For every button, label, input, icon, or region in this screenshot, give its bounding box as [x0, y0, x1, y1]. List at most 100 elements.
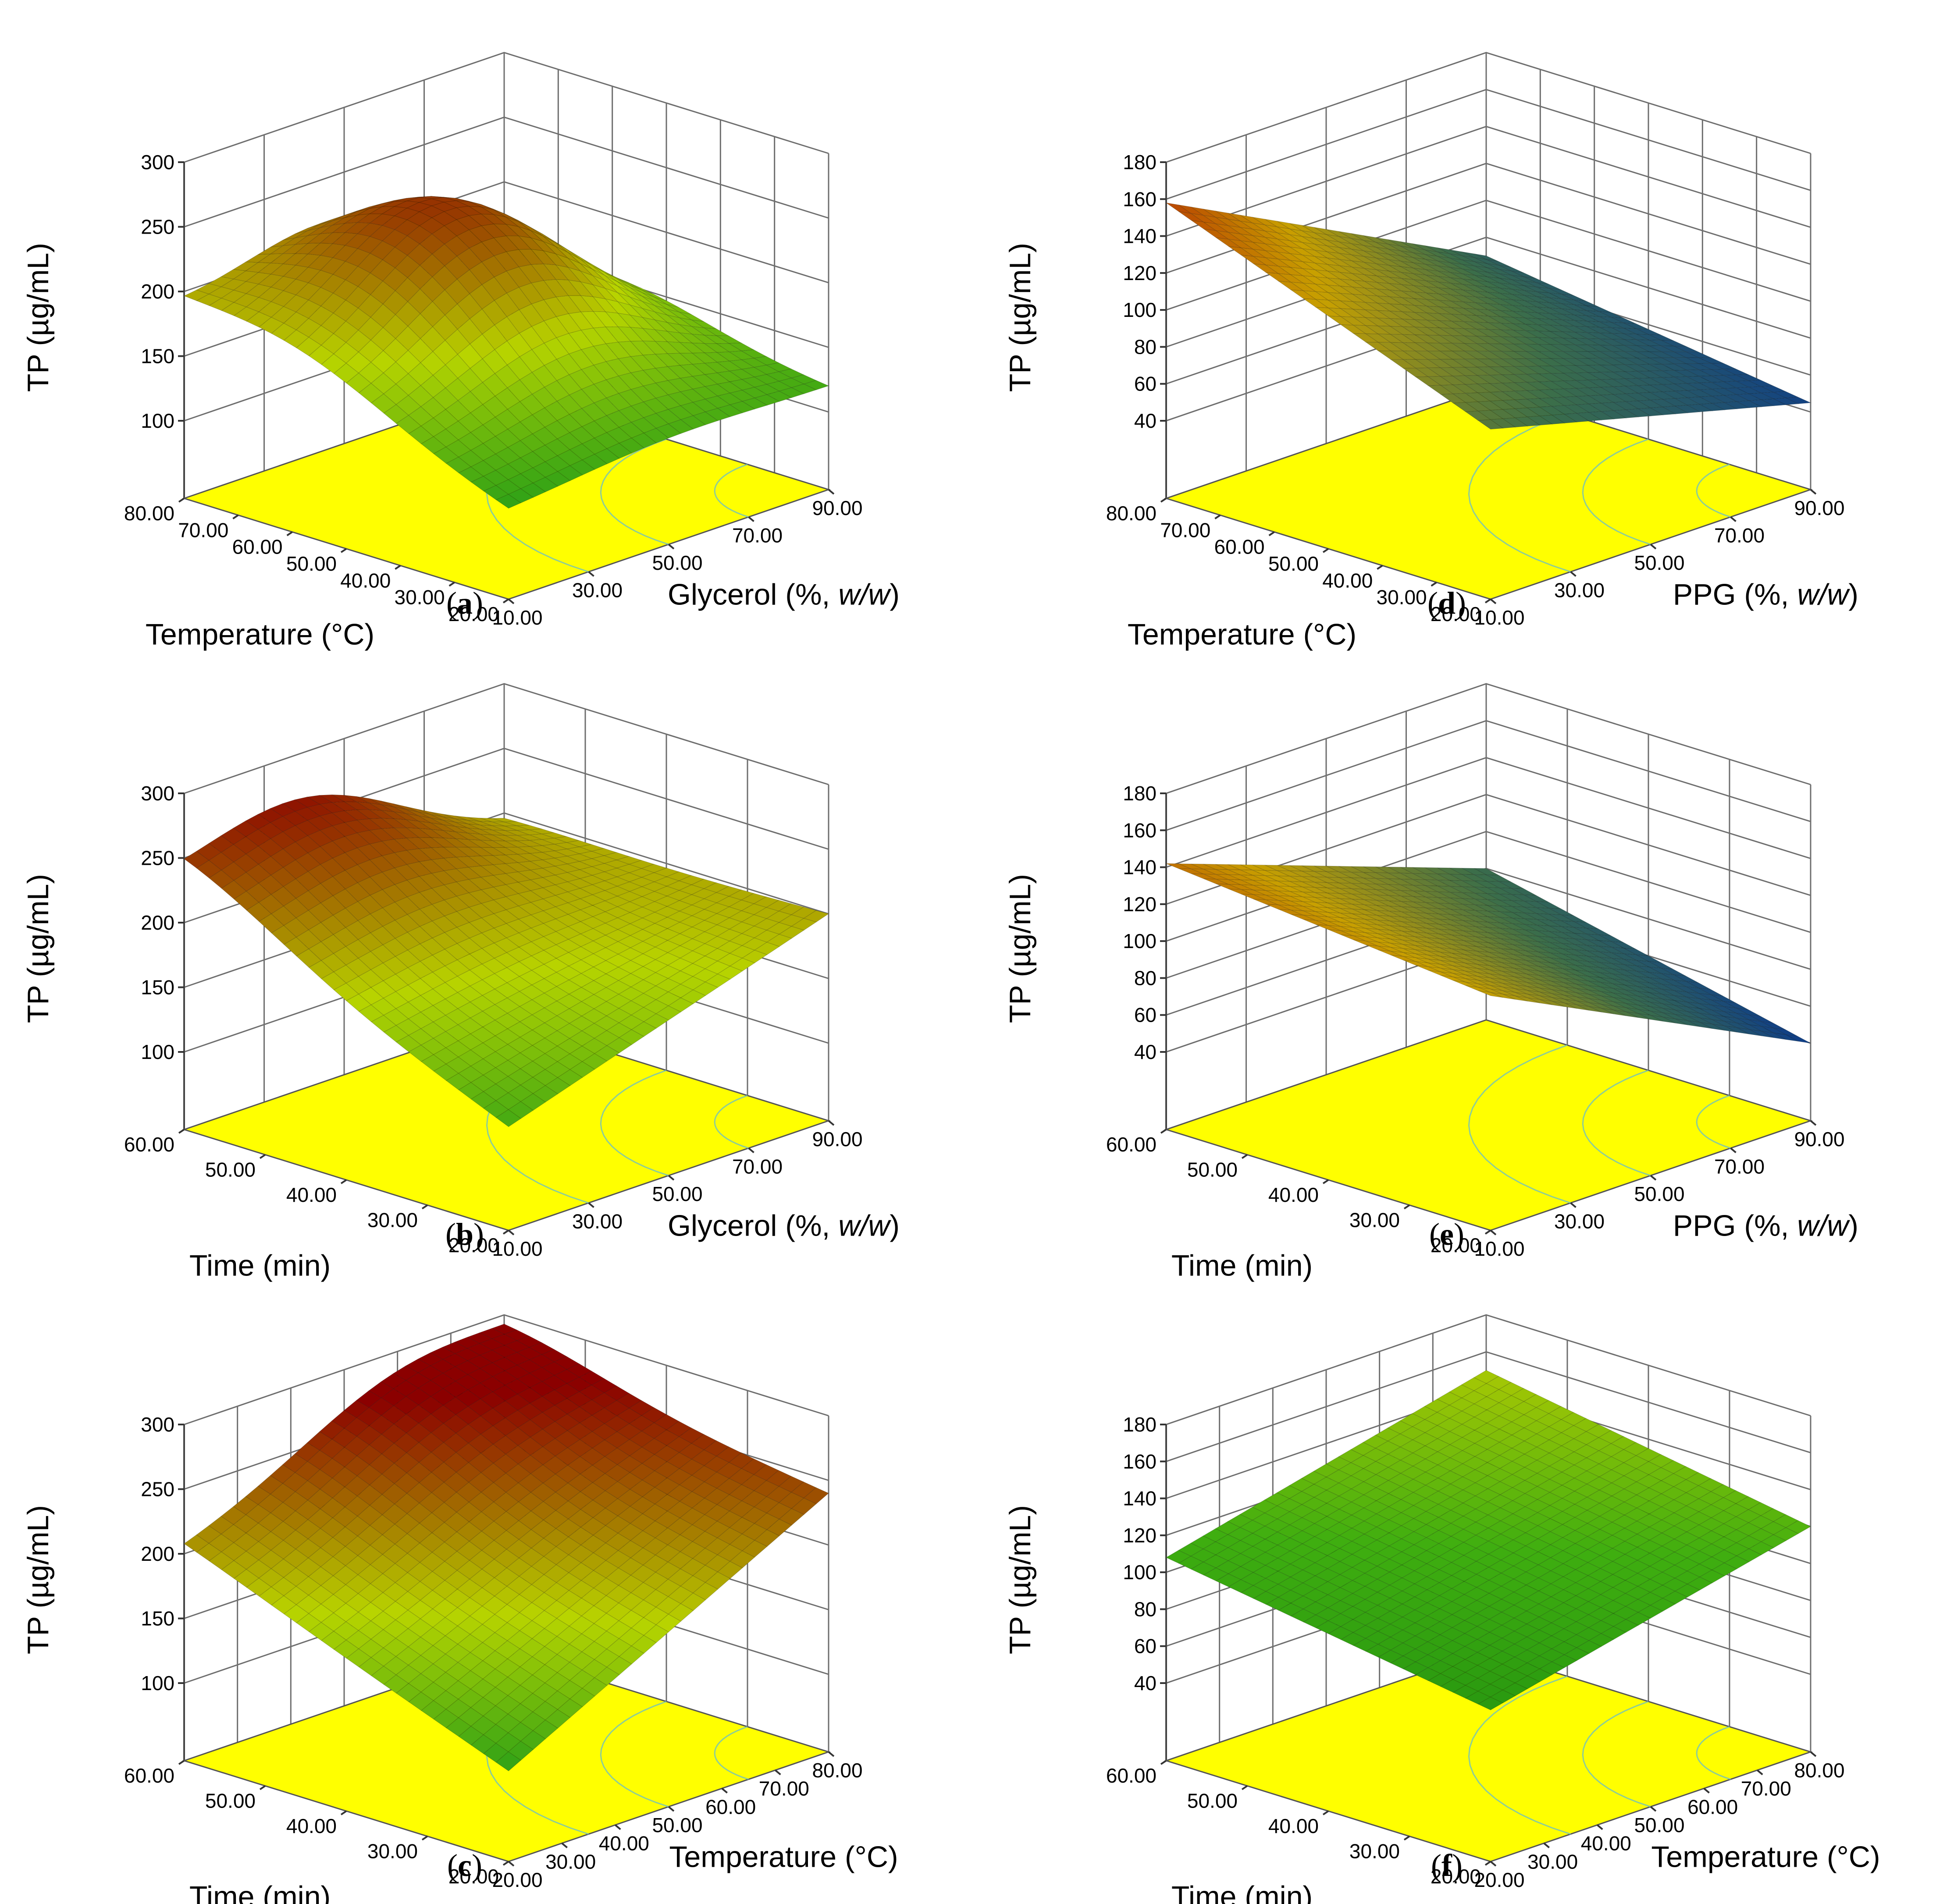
surface-cell: [495, 1044, 521, 1061]
surface-cell: [704, 948, 730, 962]
surface-cell: [1612, 1567, 1638, 1581]
surface-cell: [456, 248, 482, 270]
surface-cell: [480, 840, 505, 848]
surface-cell: [1674, 405, 1701, 413]
surface-cell: [407, 961, 433, 979]
surface-cell: [1611, 1488, 1637, 1503]
z-tick-label: 120: [1123, 893, 1157, 916]
surface-cell: [258, 317, 285, 334]
surface-cell: [504, 825, 530, 831]
surface-cell: [491, 1324, 518, 1335]
x-tick-mark: [1730, 1147, 1737, 1154]
surface-cell: [1449, 1463, 1476, 1478]
surface-cell: [543, 263, 569, 281]
surface-cell: [1486, 1402, 1512, 1417]
surface-cell: [1437, 1418, 1463, 1432]
surface-cell: [1488, 1559, 1514, 1574]
surface-cell: [504, 1352, 530, 1366]
surface-cell: [432, 932, 458, 950]
surface-cell: [1613, 1009, 1639, 1018]
surface-cell: [1537, 337, 1563, 345]
surface-cell: [1476, 951, 1502, 959]
surface-cell: [1425, 1464, 1451, 1478]
surface-cell: [1574, 1523, 1601, 1537]
surface-cell: [1685, 1485, 1712, 1499]
surface-cell: [668, 1586, 694, 1604]
surface-cell: [1548, 1432, 1575, 1446]
surface-cell: [483, 1743, 509, 1763]
surface-cell: [504, 1364, 530, 1380]
surface-cell: [1339, 1527, 1365, 1542]
surface-cell: [1710, 1484, 1737, 1498]
surface-cell: [1649, 406, 1676, 416]
x-tick-label: 70.00: [732, 524, 783, 547]
z-axis-title: TP (µg/mL): [21, 243, 55, 392]
surface-cell: [1424, 1451, 1451, 1465]
surface-cell: [1661, 384, 1688, 392]
surface-cell: [1623, 1481, 1650, 1495]
surface-cell: [331, 810, 358, 823]
surface-cell: [532, 1085, 559, 1103]
surface-cell: [1190, 863, 1216, 870]
surface-cell: [1598, 1456, 1625, 1471]
surface-cell: [1512, 1532, 1539, 1546]
surface-cell: [1352, 923, 1378, 930]
surface-cell: [507, 356, 533, 380]
surface-cell: [569, 1616, 595, 1634]
surface-cell: [270, 886, 296, 907]
surface-cell: [1352, 333, 1379, 343]
surface-cell: [1511, 1441, 1537, 1455]
surface-cell: [1488, 359, 1515, 367]
surface-cell: [433, 1015, 459, 1032]
surface-cell: [604, 906, 631, 918]
y-tick-label: 20.00: [448, 1234, 499, 1257]
surface-cell: [394, 1472, 420, 1494]
surface-cell: [208, 870, 235, 889]
panel-label: (f): [1431, 1848, 1463, 1883]
surface-cell: [753, 918, 780, 931]
y-tick-label: 70.00: [178, 519, 228, 541]
surface-cell: [1315, 1581, 1341, 1595]
surface-cell: [492, 1435, 519, 1455]
surface-cell: [1227, 1514, 1253, 1528]
surface-cell: [443, 1414, 469, 1434]
x-ticks: 10.00 30.00 50.00 70.00 90.00: [492, 489, 863, 629]
surface-cell: [1525, 1525, 1551, 1539]
x-tick-mark: [1810, 489, 1817, 495]
surface-cell: [604, 877, 630, 887]
surface-cell: [1228, 246, 1254, 257]
surface-cell: [333, 965, 359, 984]
x-tick-label: 50.00: [1634, 1183, 1684, 1205]
surface-cell: [530, 1483, 556, 1502]
surface-cell: [1736, 1548, 1762, 1563]
surface-cell: [1524, 930, 1550, 938]
x-tick-mark: [1810, 1120, 1817, 1126]
surface-cell: [1599, 1509, 1625, 1523]
surface-cell: [1364, 909, 1390, 916]
surface-cell: [531, 387, 558, 409]
surface-cell: [1586, 1450, 1612, 1464]
surface-cell: [742, 1540, 768, 1558]
surface-cell: [1450, 328, 1477, 337]
surface-cell: [1227, 1540, 1253, 1554]
z-tick-label: 100: [141, 1041, 174, 1063]
surface-cell: [245, 814, 271, 830]
z-tick-label: 180: [1123, 782, 1157, 805]
surface-cell: [457, 1579, 483, 1598]
surface-cell: [1648, 1454, 1674, 1468]
surface-cell: [393, 806, 419, 816]
surface-cell: [580, 281, 606, 299]
wall-grid-z: [184, 683, 829, 794]
contour-line: [1696, 1095, 1731, 1149]
surface-cell: [1498, 1382, 1524, 1396]
surface-cell: [1773, 1033, 1799, 1042]
surface-cell: [332, 1546, 359, 1567]
surface-cell: [1364, 904, 1389, 912]
surface-cell: [1477, 972, 1502, 980]
surface-cell: [1476, 955, 1502, 963]
surface-cell: [1203, 1567, 1229, 1581]
surface-cell: [1427, 950, 1452, 958]
z-tick-label: 200: [141, 911, 174, 934]
surface-cell: [1527, 997, 1552, 1005]
